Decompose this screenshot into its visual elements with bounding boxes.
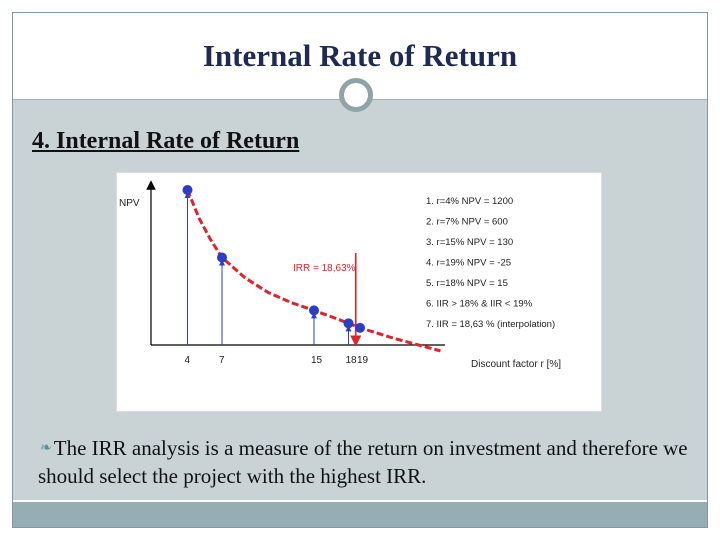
x-tick-label: 7 — [219, 355, 225, 366]
npv-chart: NPV Discount factor r [%] 4 7 15 18 19 IRR =… — [119, 180, 561, 370]
x-tick-label: 18 — [346, 355, 358, 366]
annotation-line: 5. r=18% NPV = 15 — [426, 278, 508, 289]
bullet-text-content: The IRR analysis is a measure of the ret… — [38, 436, 688, 488]
x-tick-label: 15 — [311, 355, 323, 366]
slide-title: Internal Rate of Return — [202, 38, 518, 73]
annotation-line: 3. r=15% NPV = 130 — [426, 237, 513, 248]
npv-point — [217, 252, 227, 263]
x-axis-label: Discount factor r [%] — [471, 359, 561, 370]
y-axis-label: NPV — [119, 198, 140, 209]
irr-label: IRR = 18,63% — [293, 263, 356, 274]
annotation-line: 7. IIR = 18,63 % (interpolation) — [426, 319, 555, 330]
annotation-line: 2. r=7% NPV = 600 — [426, 217, 508, 228]
npv-point — [355, 322, 365, 333]
npv-point — [182, 185, 193, 195]
leaf-bullet-icon: ❧ — [40, 440, 52, 456]
annotation-line: 6. IIR > 18% & IIR < 19% — [426, 299, 533, 310]
slide-frame — [12, 12, 708, 528]
x-tick-label: 4 — [185, 355, 191, 366]
annotation-line: 4. r=19% NPV = -25 — [426, 258, 511, 269]
x-tick-label: 19 — [357, 355, 369, 366]
bullet-text: The IRR analysis is a measure of the ret… — [38, 434, 708, 490]
ring-icon — [339, 78, 373, 112]
footer-band — [12, 502, 708, 528]
annotation-line: 1. r=4% NPV = 1200 — [426, 196, 513, 207]
npv-diagram: NPV Discount factor r [%] 4 7 15 18 19 IRR =… — [116, 172, 602, 412]
npv-point — [343, 318, 354, 329]
npv-point — [309, 305, 319, 316]
section-heading: 4. Internal Rate of Return — [32, 128, 300, 154]
